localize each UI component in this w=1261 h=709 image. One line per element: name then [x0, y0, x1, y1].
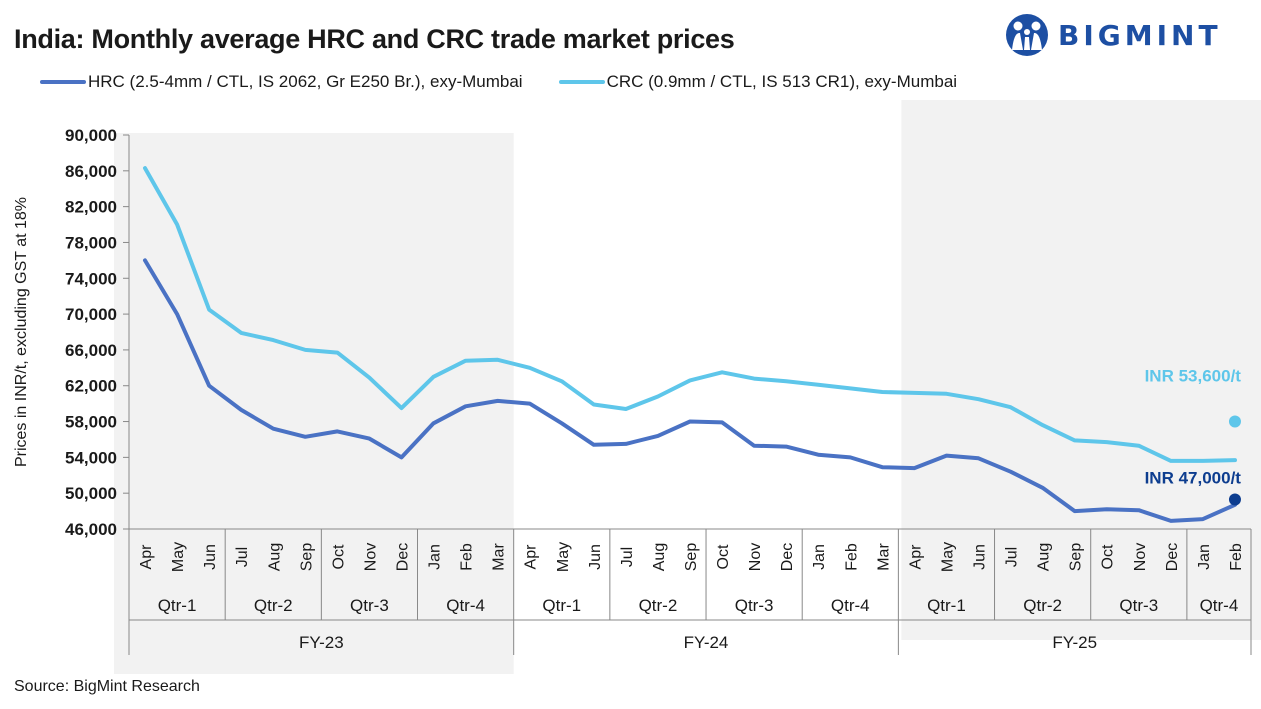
crc-series-line	[143, 166, 1237, 463]
x-month-label: Oct	[715, 544, 732, 569]
x-month-label: May	[170, 542, 187, 572]
chart-title: India: Monthly average HRC and CRC trade…	[14, 24, 735, 54]
x-quarter-label: Qtr-3	[1119, 596, 1158, 615]
x-month-label: Sep	[683, 543, 700, 572]
x-month-label: Aug	[266, 543, 283, 571]
crc-annotation-marker	[1228, 415, 1241, 428]
source-note: Source: BigMint Research	[14, 678, 200, 695]
x-quarter-label: Qtr-2	[254, 596, 293, 615]
x-month-label: Mar	[491, 543, 508, 571]
y-tick-label: 66,000	[65, 341, 117, 360]
x-month-label: May	[555, 542, 572, 572]
y-tick-label: 58,000	[65, 413, 117, 432]
x-month-label: Aug	[1036, 543, 1053, 571]
x-month-label: Jun	[202, 544, 219, 570]
y-axis-title: Prices in INR/t, excluding GST at 18%	[13, 197, 30, 467]
hrc-annotation-label: INR 47,000/t	[1145, 468, 1242, 487]
x-month-label: Dec	[779, 543, 796, 571]
legend-label-hrc: HRC (2.5-4mm / CTL, IS 2062, Gr E250 Br.…	[88, 72, 523, 91]
x-month-label: Feb	[459, 543, 476, 571]
chart-legend: HRC (2.5-4mm / CTL, IS 2062, Gr E250 Br.…	[40, 72, 993, 92]
x-month-label: Jul	[234, 547, 251, 567]
bigmint-logo-icon	[1006, 14, 1048, 56]
y-tick-label: 82,000	[65, 198, 117, 217]
x-month-label: Jan	[811, 544, 828, 570]
x-month-label: Nov	[1132, 543, 1149, 571]
legend-label-crc: CRC (0.9mm / CTL, IS 513 CR1), exy-Mumba…	[606, 72, 958, 91]
y-tick-label: 70,000	[65, 305, 117, 324]
x-quarter-label: Qtr-1	[158, 596, 197, 615]
crc-annotation-label: INR 53,600/t	[1145, 367, 1242, 386]
y-tick-label: 78,000	[65, 233, 117, 252]
x-quarter-label: Qtr-2	[639, 596, 678, 615]
bigmint-logo: BIGMINT	[1004, 10, 1222, 60]
fy-shade-fy-23	[114, 133, 514, 674]
x-fy-label: FY-25	[1052, 633, 1097, 652]
x-month-label: May	[939, 542, 956, 572]
x-month-label: Oct	[1100, 544, 1117, 569]
x-month-label: Jul	[1004, 547, 1021, 567]
legend-swatch-hrc	[40, 80, 86, 84]
x-month-label: Sep	[298, 543, 315, 572]
x-month-label: Apr	[523, 544, 540, 570]
hrc-annotation-marker	[1228, 493, 1241, 506]
y-tick-label: 50,000	[65, 484, 117, 503]
y-tick-label: 54,000	[65, 448, 117, 467]
x-month-label: Dec	[1164, 543, 1181, 571]
x-month-label: Feb	[843, 543, 860, 571]
x-month-label: Mar	[875, 543, 892, 571]
x-month-label: Jul	[619, 547, 636, 567]
x-month-label: Aug	[651, 543, 668, 571]
y-tick-label: 62,000	[65, 377, 117, 396]
y-tick-label: 86,000	[65, 162, 117, 181]
x-quarter-label: Qtr-3	[735, 596, 774, 615]
x-quarter-label: Qtr-3	[350, 596, 389, 615]
x-month-label: Nov	[747, 543, 764, 571]
legend-swatch-crc	[558, 80, 605, 84]
y-tick-label: 46,000	[65, 520, 117, 539]
x-month-label: Jun	[587, 544, 604, 570]
x-fy-label: FY-24	[684, 633, 729, 652]
bigmint-logo-text: BIGMINT	[1058, 18, 1222, 52]
x-quarter-label: Qtr-2	[1023, 596, 1062, 615]
x-month-label: Feb	[1228, 543, 1245, 571]
x-month-label: Jan	[427, 544, 444, 570]
x-month-label: Nov	[362, 543, 379, 571]
x-month-label: Jan	[1196, 544, 1213, 570]
x-quarter-label: Qtr-4	[1200, 596, 1239, 615]
y-tick-label: 74,000	[65, 269, 117, 288]
x-month-label: Oct	[330, 544, 347, 569]
hrc-series-line	[143, 258, 1237, 523]
x-month-label: Jun	[972, 544, 989, 570]
x-quarter-label: Qtr-4	[831, 596, 870, 615]
x-quarter-label: Qtr-1	[542, 596, 581, 615]
x-month-label: Apr	[907, 544, 924, 570]
x-month-label: Sep	[1068, 543, 1085, 572]
y-tick-label: 90,000	[65, 126, 117, 145]
x-fy-label: FY-23	[299, 633, 344, 652]
legend-item-crc: CRC (0.9mm / CTL, IS 513 CR1), exy-Mumba…	[558, 72, 958, 92]
fy-shade-fy-25	[901, 100, 1261, 640]
x-quarter-label: Qtr-4	[446, 596, 485, 615]
x-month-label: Dec	[394, 543, 411, 571]
legend-item-hrc: HRC (2.5-4mm / CTL, IS 2062, Gr E250 Br.…	[40, 72, 523, 92]
x-quarter-label: Qtr-1	[927, 596, 966, 615]
x-month-label: Apr	[138, 544, 155, 570]
